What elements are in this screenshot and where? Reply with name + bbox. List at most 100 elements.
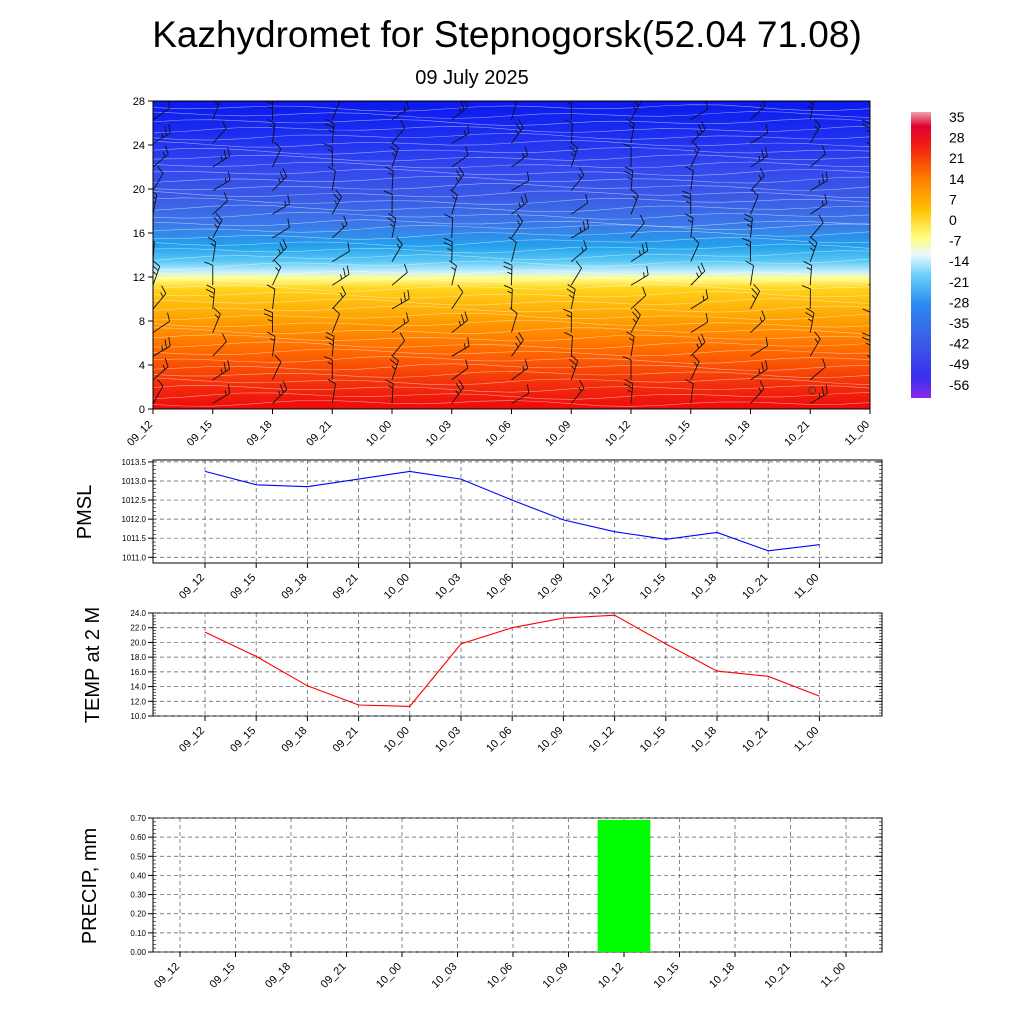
x-tick-label: 09_15	[228, 572, 258, 602]
barb-staff	[212, 341, 227, 357]
barb-flag	[808, 240, 816, 248]
wind-barb	[809, 145, 826, 168]
wind-barb	[323, 356, 333, 380]
wind-barb	[153, 124, 171, 144]
x-tick-label: 10_15	[663, 419, 693, 449]
wind-barb	[383, 190, 393, 215]
wind-barb	[511, 101, 518, 120]
barb-staff	[391, 340, 406, 357]
barb-flag	[266, 331, 276, 337]
cross-section-panel: 0 4 8 12 16 20 24 28 09_12 09_15 09_18 09_21 10_00 10…	[125, 96, 882, 449]
wind-barb	[451, 124, 470, 144]
wind-barb	[451, 146, 469, 168]
wind-barb	[212, 120, 227, 144]
wind-barb	[503, 284, 513, 309]
colorbar-label: 35	[949, 109, 965, 125]
barb-flag	[153, 221, 154, 223]
barb-staff	[332, 273, 350, 286]
barb-flag	[341, 222, 345, 228]
x-tick-label: 10_12	[587, 725, 617, 755]
x-tick-label: 10_18	[689, 572, 719, 602]
barb-flag	[403, 105, 406, 112]
barb-staff	[451, 194, 458, 215]
barb-flag	[751, 294, 756, 300]
barb-flag	[269, 125, 275, 129]
colorbar-label: -35	[949, 315, 969, 331]
barb-staff	[809, 153, 826, 168]
barb-flag	[875, 265, 880, 273]
barb-flag	[341, 285, 347, 295]
barb-staff	[570, 336, 573, 357]
x-tick-label: 10_21	[740, 572, 770, 602]
barb-flag	[758, 174, 762, 180]
barb-flag	[278, 177, 281, 183]
wind-barb	[212, 101, 221, 120]
wind-barb	[626, 331, 635, 357]
x-tick-label: 10_21	[763, 961, 793, 991]
barb-staff	[809, 101, 815, 120]
barb-flag	[515, 342, 519, 348]
barb-flag	[332, 307, 340, 315]
barb-flag	[567, 284, 576, 290]
barb-staff	[451, 387, 464, 404]
y-tick-label: 20	[133, 184, 145, 196]
barb-flag	[153, 196, 157, 200]
barb-flag	[861, 336, 870, 341]
barb-flag	[467, 337, 470, 347]
barb-staff	[571, 227, 589, 239]
wind-barb	[626, 118, 635, 144]
wind-barb	[272, 381, 288, 404]
x-tick-label: 10_12	[587, 572, 617, 602]
wind-barb	[682, 190, 692, 215]
barb-flag	[697, 123, 703, 133]
barb-flag	[624, 379, 634, 384]
wind-barb	[622, 143, 632, 168]
barb-staff	[153, 108, 170, 121]
barb-flag	[874, 272, 877, 276]
barb-staff	[750, 132, 768, 144]
contour-line	[153, 204, 870, 213]
barb-flag	[876, 167, 881, 174]
y-tick-label: 0.50	[130, 852, 146, 861]
x-tick-label: 10_18	[723, 419, 753, 449]
barb-staff	[331, 170, 336, 191]
x-tick-label: 10_00	[364, 419, 394, 449]
barb-staff	[630, 314, 641, 333]
barb-flag	[346, 265, 350, 275]
x-tick-label: 10_03	[433, 725, 463, 755]
wind-barb	[866, 354, 870, 380]
contour-line	[153, 291, 870, 299]
colorbar-label: -42	[949, 336, 969, 352]
barb-flag	[807, 105, 813, 110]
barb-staff	[391, 244, 403, 262]
pmsl-frame	[152, 459, 883, 564]
barb-staff	[153, 173, 164, 191]
barb-flag	[403, 318, 406, 324]
wind-barb	[810, 171, 828, 192]
barb-flag	[323, 143, 333, 148]
barb-flag	[765, 360, 768, 370]
barb-flag	[399, 332, 406, 341]
barb-staff	[391, 170, 394, 191]
wind-barb	[570, 167, 585, 191]
barb-flag	[879, 196, 882, 205]
x-tick-label: 10_18	[707, 961, 737, 991]
barb-flag	[279, 171, 284, 180]
barb-flag	[578, 173, 582, 179]
barb-staff	[809, 265, 813, 286]
wind-barb	[272, 218, 290, 239]
temp-axis-label: TEMP at 2 M	[82, 607, 104, 723]
barb-flag	[205, 288, 215, 294]
x-tick-label: 10_21	[740, 725, 770, 755]
barb-flag	[161, 345, 164, 351]
barb-flag	[753, 284, 760, 292]
barb-staff	[391, 127, 406, 144]
wind-barb	[624, 379, 634, 404]
wind-barb	[212, 307, 221, 333]
wind-barb	[861, 332, 870, 357]
colorbar-label: 7	[949, 191, 957, 207]
wind-barb	[444, 213, 454, 238]
wind-barb	[630, 214, 645, 239]
contour-line	[153, 258, 870, 270]
barb-staff	[630, 123, 635, 144]
